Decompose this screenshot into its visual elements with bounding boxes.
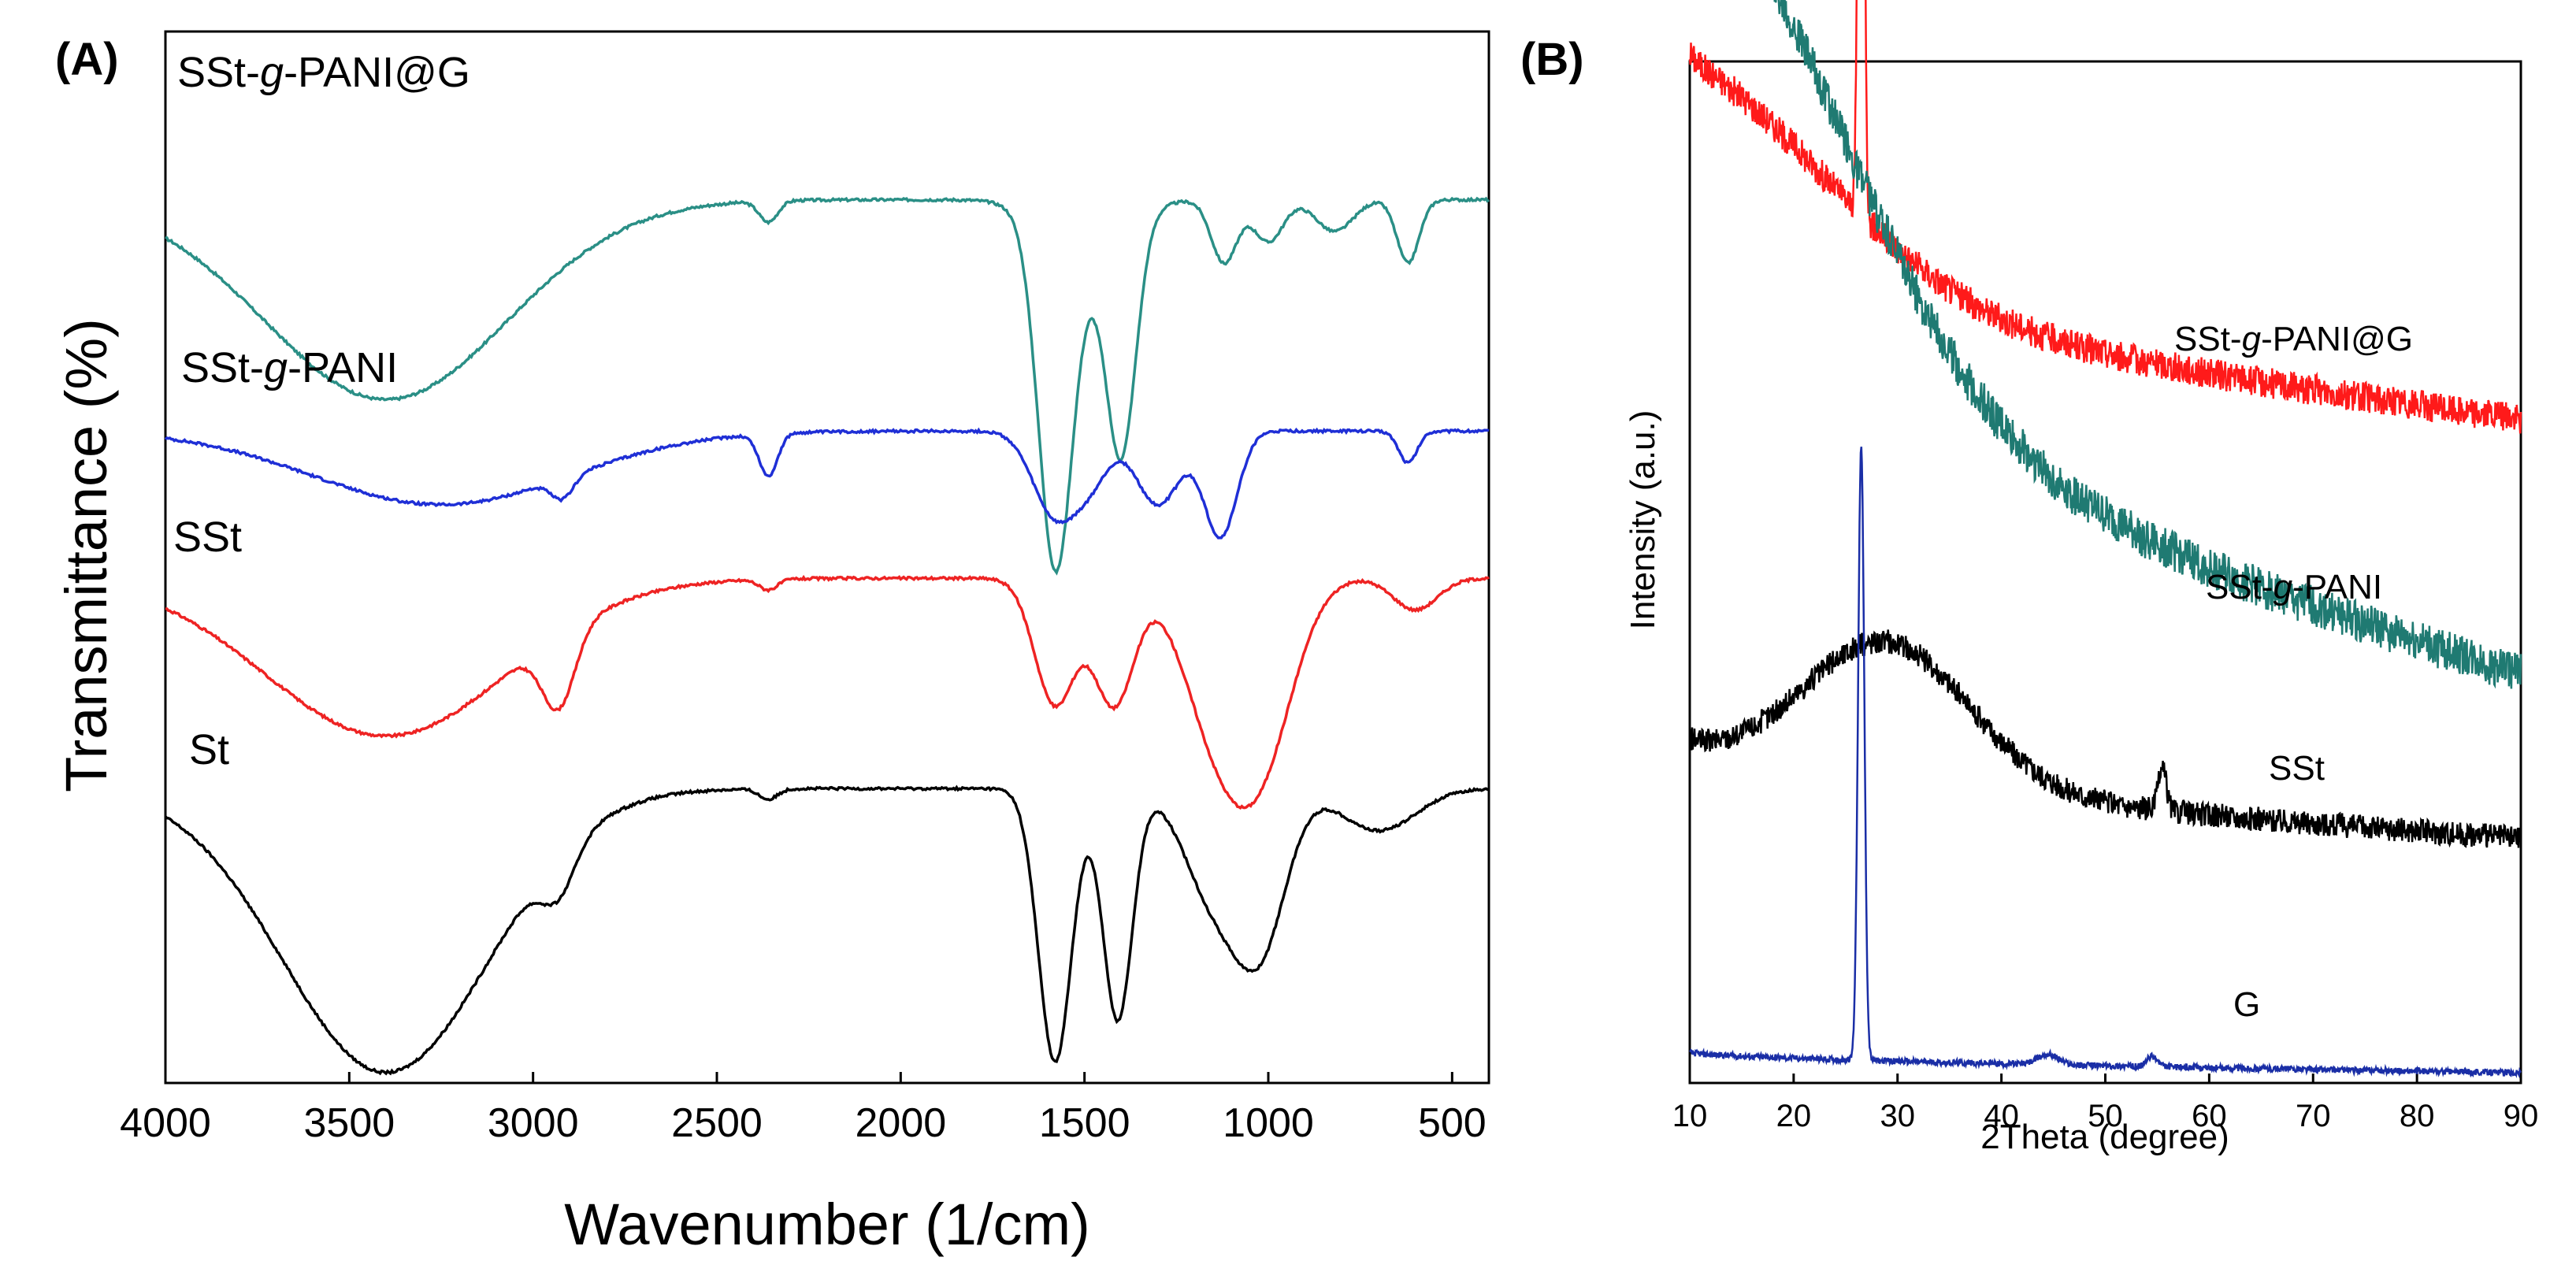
panel-a-chart: (A) 4000 3500 3000 2500 2000 1500 1000 500 SSt-… — [54, 30, 1490, 1257]
panel-a-x-ticks: 4000 3500 3000 2500 2000 1500 1000 500 — [120, 1072, 1487, 1146]
panel-b-series-line — [1689, 447, 2522, 1079]
panel-b-plot-frame — [1688, 60, 2522, 1085]
panel-a-series-line — [165, 196, 1490, 576]
panel-b-x-tick-label: 60 — [2192, 1099, 2227, 1133]
panel-a-series-label: SSt-g-PANI — [181, 344, 398, 391]
panel-b-x-tick-label: 40 — [1984, 1099, 2019, 1133]
panel-b-x-tick-label: 10 — [1672, 1099, 1708, 1133]
panel-a-series-labels: SSt-g-PANI@G SSt-g-PANI SSt St — [173, 49, 470, 773]
panel-a-x-tick-label: 2000 — [855, 1100, 946, 1146]
panel-a-series-line — [165, 574, 1490, 810]
panel-a-x-tick-label: 4000 — [120, 1100, 211, 1146]
panel-a-series-lines — [164, 196, 1490, 1076]
panel-a-label: (A) — [55, 34, 119, 85]
panel-a-series-label: SSt — [173, 514, 242, 561]
panel-b-label: (B) — [1520, 34, 1584, 85]
panel-b-x-ticks: 10 20 30 40 50 60 70 80 90 — [1672, 1074, 2539, 1133]
panel-a-series-label: SSt-g-PANI@G — [177, 49, 470, 96]
panel-b-series-line — [1688, 0, 2522, 434]
panel-b-y-axis-label: Intensity (a.u.) — [1624, 410, 1662, 630]
panel-b-series-label: G — [2233, 985, 2260, 1024]
panel-b-x-axis-label: 2Theta (degree) — [1980, 1118, 2229, 1156]
panel-a-y-axis-label: Transmittance (%) — [54, 318, 119, 792]
panel-b-series-line — [1688, 629, 2522, 848]
panel-a-series-line — [164, 427, 1490, 540]
panel-b-x-tick-label: 90 — [2504, 1099, 2539, 1133]
panel-b-series-label: SSt-g-PANI@G — [2174, 320, 2413, 358]
panel-a-x-tick-label: 3500 — [303, 1100, 395, 1146]
panel-b-series-label: SSt-g-PANI — [2206, 568, 2382, 606]
panel-a-x-tick-label: 1500 — [1039, 1100, 1130, 1146]
panel-b-series-lines — [1688, 0, 2522, 1079]
panel-a-series-line — [164, 784, 1490, 1076]
panel-b-chart: (B) 10 20 30 40 50 60 70 80 90 SSt-g-PANI@GSSt-g… — [1520, 0, 2538, 1156]
panel-a-x-tick-label: 500 — [1418, 1100, 1487, 1146]
panel-b-series-labels: SSt-g-PANI@G SSt-g-PANI SSt G — [2174, 320, 2413, 1024]
panel-b-x-tick-label: 20 — [1776, 1099, 1812, 1133]
panel-a-x-tick-label: 2500 — [671, 1100, 763, 1146]
panel-a-plot-frame — [164, 30, 1490, 1085]
panel-a-x-tick-label: 3000 — [488, 1100, 579, 1146]
panel-a-x-tick-label: 1000 — [1223, 1100, 1314, 1146]
panel-b-series-line — [1773, 0, 2522, 689]
panel-a-series-label: St — [189, 726, 229, 773]
panel-a-x-axis-label: Wavenumber (1/cm) — [564, 1192, 1090, 1257]
panel-b-x-tick-label: 30 — [1880, 1099, 1916, 1133]
panel-b-x-tick-label: 80 — [2400, 1099, 2435, 1133]
panel-b-x-tick-label: 70 — [2296, 1099, 2331, 1133]
panel-b-x-tick-label: 50 — [2088, 1099, 2123, 1133]
panel-b-series-label: SSt — [2269, 749, 2325, 788]
